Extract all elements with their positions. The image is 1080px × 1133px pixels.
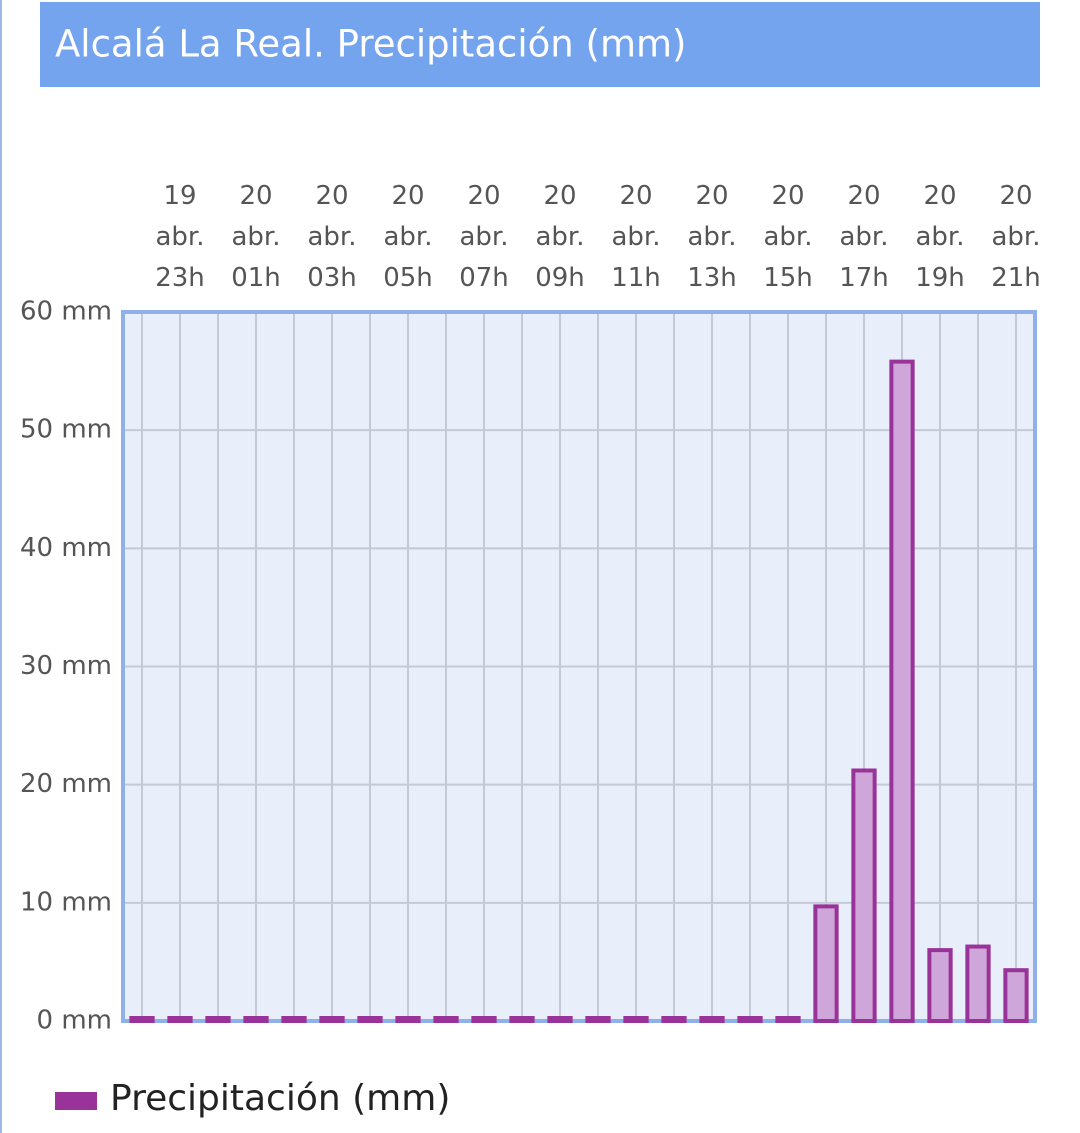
bar: [471, 1016, 497, 1023]
bar: [965, 944, 991, 1023]
bar: [357, 1016, 383, 1023]
bar: [319, 1016, 345, 1023]
bar: [547, 1016, 573, 1023]
y-tick-label: 0 mm: [37, 1006, 112, 1036]
title-bar: [40, 2, 1040, 87]
plot-border: [121, 310, 1037, 1023]
x-tick-label: 20 abr. 17h: [839, 181, 889, 293]
x-tick-label: 20 abr. 11h: [611, 181, 661, 293]
chart-title: Alcalá La Real. Precipitación (mm): [55, 23, 686, 66]
x-tick-label: 20 abr. 13h: [687, 181, 737, 293]
bar: [281, 1016, 307, 1023]
y-tick-label: 30 mm: [20, 651, 112, 681]
bar: [395, 1016, 421, 1023]
bar: [243, 1016, 269, 1023]
bar: [167, 1016, 193, 1023]
legend-label: Precipitación (mm): [110, 1078, 450, 1119]
y-tick-label: 40 mm: [20, 533, 112, 563]
bar: [927, 948, 953, 1023]
bar: [813, 904, 839, 1024]
bar: [737, 1016, 763, 1023]
bar: [509, 1016, 535, 1023]
x-tick-label: 20 abr. 15h: [763, 181, 813, 293]
y-tick-label: 60 mm: [20, 297, 112, 327]
x-tick-label: 20 abr. 21h: [991, 181, 1041, 293]
bar: [889, 359, 915, 1023]
bar: [623, 1016, 649, 1023]
x-tick-label: 20 abr. 09h: [535, 181, 585, 293]
bar: [205, 1016, 231, 1023]
y-tick-label: 50 mm: [20, 415, 112, 445]
bar: [775, 1016, 801, 1023]
bar: [661, 1016, 687, 1023]
y-tick-label: 20 mm: [20, 769, 112, 799]
bar: [585, 1016, 611, 1023]
x-tick-label: 19 abr. 23h: [155, 181, 205, 293]
legend-swatch: [55, 1092, 97, 1110]
y-tick-label: 10 mm: [20, 887, 112, 917]
x-tick-label: 20 abr. 05h: [383, 181, 433, 293]
x-tick-label: 20 abr. 01h: [231, 181, 281, 293]
x-tick-label: 20 abr. 03h: [307, 181, 357, 293]
x-tick-label: 20 abr. 19h: [915, 181, 965, 293]
bar: [433, 1016, 459, 1023]
bar: [699, 1016, 725, 1023]
bar: [1003, 968, 1029, 1024]
bar: [129, 1016, 155, 1023]
x-tick-label: 20 abr. 07h: [459, 181, 509, 293]
bar: [851, 768, 877, 1024]
